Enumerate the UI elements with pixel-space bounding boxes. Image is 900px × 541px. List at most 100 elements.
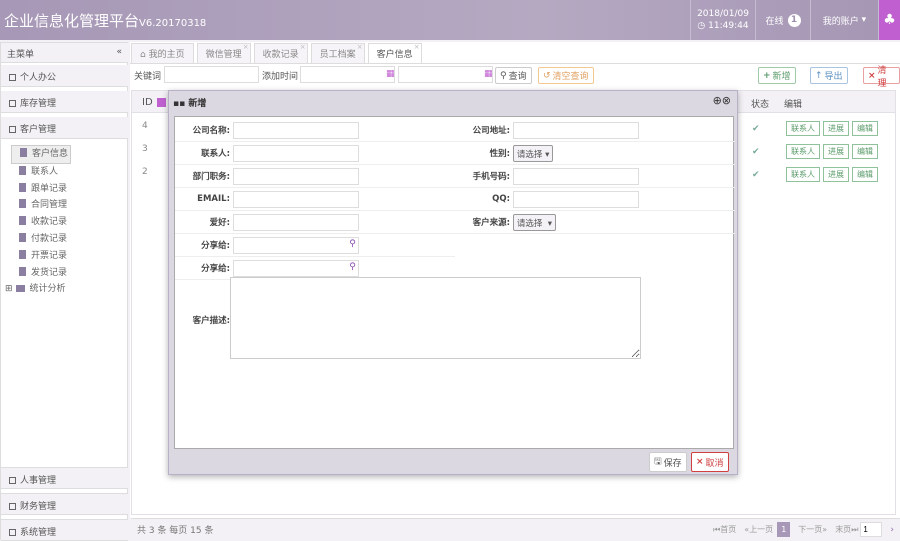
hobby-input[interactable] [232, 213, 359, 231]
prev-page-button[interactable]: «上一页 [744, 525, 774, 534]
search-icon[interactable]: ⚲ [349, 238, 356, 249]
pagination-bar: 共 3 条 每页 15 条 ⏮首页 «上一页 1 下一页» 末页⏭ › [131, 518, 900, 540]
clear-query-button[interactable]: ↺ 清空查询 [538, 67, 594, 84]
tree-icon[interactable]: ♣ [878, 0, 900, 40]
field-share: 分享给: ⚲ [175, 234, 455, 257]
field-share-2: 分享给: ⚲ [175, 257, 455, 280]
close-icon[interactable]: ⊗ [721, 94, 731, 107]
sidebar-item-personal[interactable]: 个人办公 [1, 65, 128, 87]
plus-icon: + [763, 70, 771, 81]
end-date-input[interactable] [398, 66, 493, 83]
gender-select[interactable]: 请选择 ▾ [512, 144, 554, 162]
edit-button[interactable]: 编辑 [852, 144, 878, 159]
customer-tree: 客户信息 联系人 跟单记录 合同管理 收款记录 付款记录 开票记录 发货记录 ⊞… [5, 145, 72, 298]
address-input[interactable] [512, 121, 639, 139]
check-icon: ✔ [752, 169, 760, 180]
tab-employees[interactable]: 员工档案 × [310, 43, 365, 63]
sidebar-item-hr[interactable]: 人事管理 [1, 467, 128, 489]
tree-item[interactable]: 跟单记录 [11, 181, 71, 198]
share-input-2[interactable] [232, 259, 359, 277]
tab-customer-info[interactable]: 客户信息 × [367, 43, 422, 63]
contacts-button[interactable]: 联系人 [786, 144, 820, 159]
sidebar-item-customer[interactable]: 客户管理 [1, 117, 128, 139]
tab-wechat[interactable]: 微信管理 × [196, 43, 251, 63]
progress-button[interactable]: 进展 [823, 144, 849, 159]
tree-item[interactable]: 开票记录 [11, 248, 71, 265]
account-menu[interactable]: 我的账户 ▾ [810, 0, 878, 40]
sidebar-item-system[interactable]: 系统管理 [1, 519, 128, 541]
maximize-icon[interactable]: ⊕ [712, 94, 722, 107]
datetime: 2018/01/09 ◷ 11:49:44 [690, 0, 755, 40]
progress-button[interactable]: 进展 [823, 121, 849, 136]
top-header: 企业信息化管理平台V6.20170318 2018/01/09 ◷ 11:49:4… [0, 0, 900, 40]
table-row: ✔ 联系人 进展 编辑 [752, 140, 897, 163]
table-row: ✔ 联系人 进展 编辑 [752, 117, 897, 140]
desc-label: 客户描述: [192, 316, 230, 326]
sidebar-title: 主菜单 « [1, 43, 128, 63]
query-button[interactable]: ⚲ 查询 [495, 67, 532, 84]
row-id: 2 [142, 167, 148, 177]
tab-receipts[interactable]: 收款记录 × [253, 43, 308, 63]
row-id: 3 [142, 144, 148, 154]
tree-item[interactable]: 付款记录 [11, 231, 71, 248]
dialog-title: ▪▪ 新增 [173, 99, 207, 109]
progress-button[interactable]: 进展 [823, 167, 849, 182]
record-summary: 共 3 条 每页 15 条 [137, 526, 214, 536]
table-row: ✔ 联系人 进展 编辑 [752, 163, 897, 186]
start-date-input[interactable] [300, 66, 395, 83]
edit-button[interactable]: 编辑 [852, 167, 878, 182]
next-page-button[interactable]: 下一页» [798, 525, 828, 534]
field-company-name: 公司名称: [175, 119, 455, 142]
add-button[interactable]: + 新增 [758, 67, 796, 84]
last-page-button[interactable]: 末页⏭ [835, 525, 859, 534]
email-input[interactable] [232, 190, 359, 208]
search-icon: ⚲ [500, 70, 507, 81]
tree-item[interactable]: 联系人 [11, 164, 71, 181]
sidebar-item-finance[interactable]: 财务管理 [1, 493, 128, 515]
sidebar-item-inventory[interactable]: 库存管理 [1, 91, 128, 113]
contact-input[interactable] [232, 144, 359, 162]
divider [130, 63, 900, 64]
dialog-controls: ⊕⊗ [713, 94, 731, 107]
search-icon[interactable]: ⚲ [349, 261, 356, 272]
clean-button[interactable]: × 清理 [863, 66, 900, 89]
first-page-button[interactable]: ⏮首页 [713, 525, 737, 534]
tree-folder[interactable]: ⊞ 统计分析 [5, 284, 66, 295]
calendar-icon[interactable]: ▦ [386, 69, 395, 79]
qq-input[interactable] [512, 190, 639, 208]
form-left: 公司名称: 联系人: 部门职务: EMAIL: 爱好: 分享给: ⚲ 分享给: … [175, 119, 455, 280]
app-title: 企业信息化管理平台V6.20170318 [4, 12, 207, 30]
page-input[interactable] [860, 522, 883, 537]
field-gender: 性别: 请选择 ▾ [455, 142, 735, 165]
phone-input[interactable] [512, 167, 639, 185]
save-icon: 🖫 [654, 457, 662, 467]
close-icon: × [696, 457, 704, 467]
tab-bar: ⌂ 我的主页 微信管理 × 收款记录 × 员工档案 × 客户信息 × [131, 43, 425, 63]
description-textarea[interactable] [230, 277, 641, 359]
export-button[interactable]: ↑ 导出 [810, 67, 848, 84]
save-button[interactable]: 🖫 保存 [649, 452, 687, 472]
contacts-button[interactable]: 联系人 [786, 121, 820, 136]
go-icon[interactable]: › [890, 524, 894, 535]
cancel-button[interactable]: × 取消 [691, 452, 729, 472]
tree-item[interactable]: 收款记录 [11, 214, 71, 231]
tree-item[interactable]: 合同管理 [11, 197, 71, 214]
source-select[interactable]: 请选择 ▾ [512, 213, 557, 231]
edit-button[interactable]: 编辑 [852, 121, 878, 136]
tree-item[interactable]: 客户信息 [11, 145, 72, 164]
field-contact: 联系人: [175, 142, 455, 165]
company-name-input[interactable] [232, 121, 359, 139]
keyword-input[interactable] [164, 66, 259, 83]
tab-home[interactable]: ⌂ 我的主页 [131, 43, 194, 63]
field-hobby: 爱好: [175, 211, 455, 234]
field-qq: QQ: [455, 188, 735, 211]
collapse-icon[interactable]: « [116, 47, 122, 57]
position-input[interactable] [232, 167, 359, 185]
share-input[interactable] [232, 236, 359, 254]
select-all-checkbox[interactable] [157, 98, 166, 107]
tree-item[interactable]: 发货记录 [11, 265, 71, 282]
current-page[interactable]: 1 [777, 522, 791, 537]
calendar-icon[interactable]: ▦ [484, 69, 493, 79]
online-button[interactable]: 在线 1 [755, 0, 810, 40]
contacts-button[interactable]: 联系人 [786, 167, 820, 182]
